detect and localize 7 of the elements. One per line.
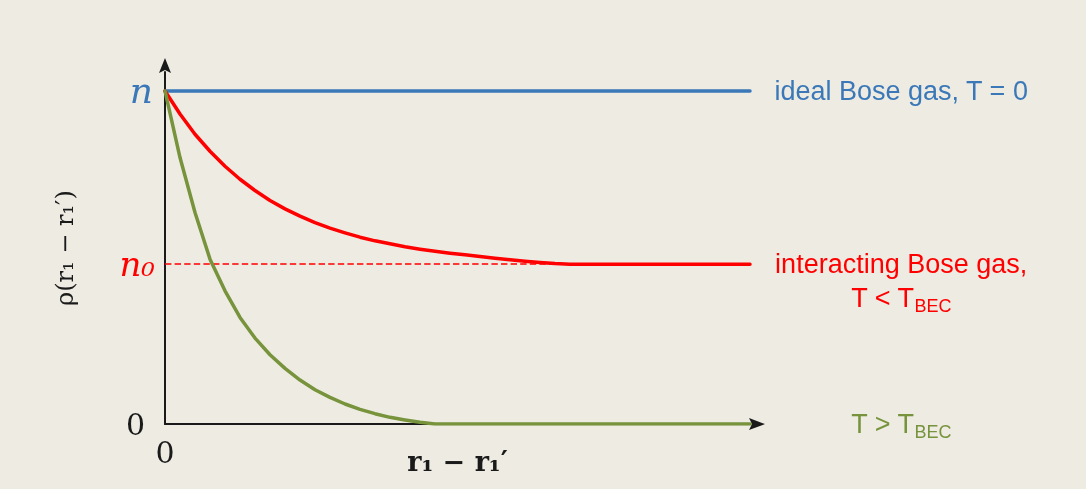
- x-axis-title: r₁ − r₁′: [407, 446, 508, 477]
- series-label: ideal Bose gas, T = 0: [774, 75, 1028, 106]
- text: 0: [125, 406, 145, 442]
- text: n: [129, 70, 153, 112]
- ref-line-label: n₀: [119, 244, 156, 285]
- y-axis-title: ρ(r₁ − r₁′): [51, 190, 79, 306]
- text: 0: [155, 434, 175, 470]
